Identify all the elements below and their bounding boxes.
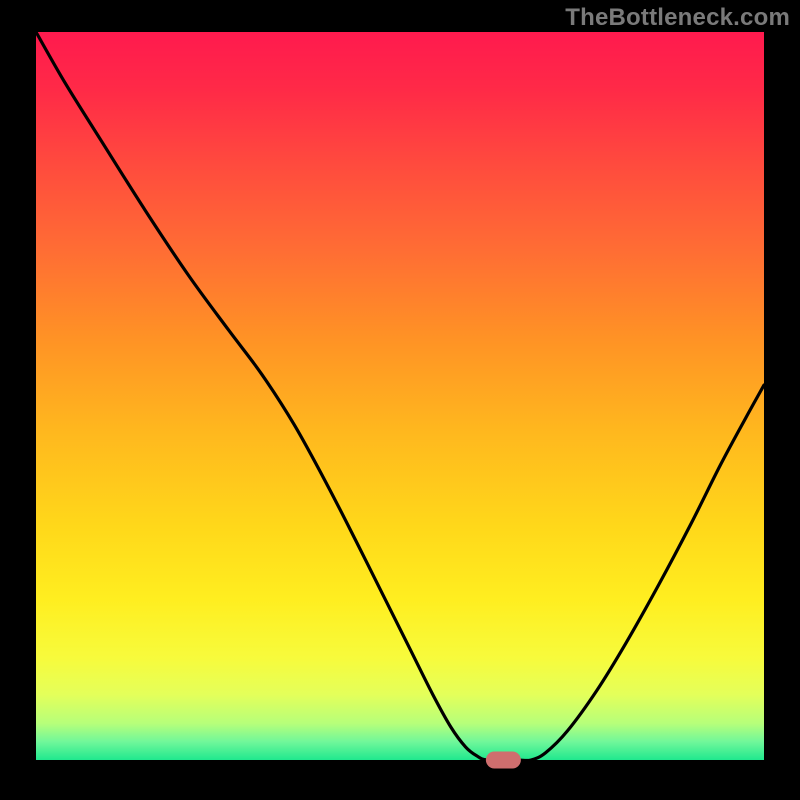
watermark-text: TheBottleneck.com [565, 4, 790, 32]
optimal-marker [486, 752, 520, 768]
bottleneck-chart [0, 0, 800, 800]
chart-stage: TheBottleneck.com [0, 0, 800, 800]
gradient-background [36, 32, 764, 760]
